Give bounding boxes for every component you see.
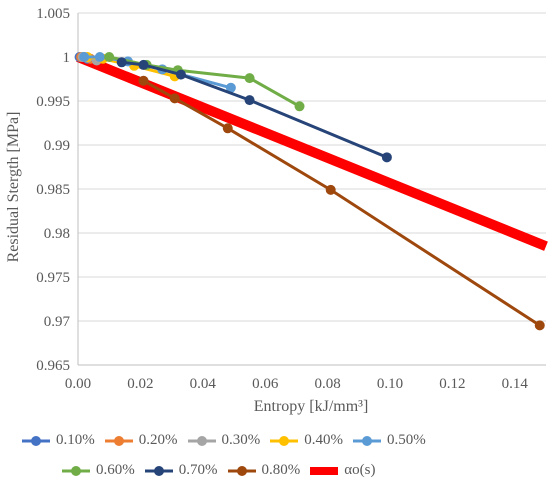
legend-item: 0.50% bbox=[353, 432, 426, 449]
y-tick-label: 0.97 bbox=[44, 314, 71, 330]
data-point bbox=[138, 75, 149, 86]
legend-row: 0.10% 0.20% 0.30% 0.40% 0.50% bbox=[22, 432, 436, 449]
data-point bbox=[104, 52, 115, 62]
legend-label: αo(s) bbox=[344, 462, 376, 478]
x-tick-label: 0.08 bbox=[314, 376, 340, 392]
legend-swatch bbox=[227, 465, 256, 476]
legend-marker bbox=[196, 435, 207, 446]
x-tick-label: 0.14 bbox=[502, 376, 529, 392]
y-tick-label: 0.975 bbox=[36, 270, 70, 286]
legend-marker bbox=[279, 435, 290, 446]
legend-marker bbox=[113, 435, 124, 446]
series-0-70 bbox=[116, 57, 392, 163]
series-line bbox=[76, 52, 548, 251]
legend-label: 0.80% bbox=[261, 462, 301, 478]
legend-item: 0.30% bbox=[187, 432, 261, 449]
x-tick-label: 0.04 bbox=[190, 376, 217, 392]
y-tick-label: 0.965 bbox=[36, 358, 70, 374]
data-point bbox=[138, 59, 149, 70]
legend-label: 0.30% bbox=[221, 432, 261, 448]
legend-label: 0.50% bbox=[387, 432, 426, 448]
legend-label: 0.20% bbox=[138, 432, 178, 448]
legend-item: αo(s) bbox=[310, 462, 375, 479]
data-point bbox=[381, 152, 392, 163]
legend-marker bbox=[362, 435, 372, 446]
data-point bbox=[294, 101, 305, 112]
legend-item: 0.80% bbox=[227, 462, 301, 479]
data-point bbox=[225, 82, 236, 93]
y-tick-labels: 0.965 0.97 0.975 0.98 0.985 0.99 0.995 1 1.005 bbox=[36, 6, 70, 374]
legend-item: 0.20% bbox=[104, 432, 178, 449]
legend-swatch bbox=[187, 435, 216, 446]
series-line bbox=[142, 79, 541, 327]
y-tick-label: 0.99 bbox=[44, 138, 70, 154]
legend-marker bbox=[236, 465, 247, 476]
legend-marker bbox=[153, 465, 164, 476]
data-point bbox=[116, 57, 127, 68]
y-tick-label: 1.005 bbox=[36, 6, 70, 22]
data-point bbox=[79, 52, 90, 62]
legend-label: 0.70% bbox=[178, 462, 218, 478]
legend-label: 0.10% bbox=[56, 432, 95, 448]
x-tick-labels: 0.00 0.02 0.04 0.06 0.08 0.10 0.12 0.14 bbox=[65, 376, 529, 392]
legend-row: 0.60% 0.70% 0.80% αo(s) bbox=[62, 462, 385, 479]
series-0-80 bbox=[138, 75, 545, 331]
legend-label: 0.40% bbox=[304, 432, 343, 448]
x-axis-title: Entropy [kJ/mm³] bbox=[254, 398, 369, 415]
legend-item: 0.10% bbox=[22, 432, 95, 449]
x-tick-label: 0.12 bbox=[439, 376, 465, 392]
x-tick-label: 0.06 bbox=[252, 376, 279, 392]
series-o-s bbox=[76, 52, 548, 251]
x-tick-label: 0.10 bbox=[377, 376, 403, 392]
data-point bbox=[244, 73, 255, 84]
y-tick-label: 0.98 bbox=[44, 226, 70, 242]
y-tick-label: 0.995 bbox=[36, 94, 70, 110]
y-axis-title: Residual Stergth [MPa] bbox=[5, 112, 22, 263]
legend-label: 0.60% bbox=[96, 462, 135, 478]
y-tick-label: 1 bbox=[63, 50, 71, 66]
legend-swatch bbox=[310, 466, 339, 475]
x-tick-label: 0.02 bbox=[127, 376, 153, 392]
axes bbox=[77, 13, 546, 366]
data-point bbox=[222, 123, 233, 134]
legend-marker bbox=[31, 435, 41, 446]
chart-area: 0.965 0.97 0.975 0.98 0.985 0.99 0.995 1 1.005 0… bbox=[5, 6, 548, 415]
data-point bbox=[325, 184, 336, 195]
y-tick-label: 0.985 bbox=[36, 182, 70, 198]
legend-swatch bbox=[62, 465, 90, 476]
gridlines bbox=[78, 12, 546, 366]
data-point bbox=[244, 95, 255, 106]
legend-item: 0.60% bbox=[62, 462, 135, 479]
legend-swatch bbox=[270, 435, 299, 446]
data-point bbox=[175, 69, 186, 80]
plot-series bbox=[74, 52, 548, 331]
legend-marker bbox=[71, 465, 81, 476]
legend-swatch bbox=[22, 435, 50, 446]
data-point bbox=[94, 52, 105, 62]
x-tick-label: 0.00 bbox=[65, 376, 91, 392]
data-point bbox=[169, 93, 180, 104]
legend: 0.10% 0.20% 0.30% 0.40% 0.50% 0.60% 0.70% 0.80… bbox=[22, 432, 532, 494]
legend-swatch bbox=[353, 435, 381, 446]
legend-swatch bbox=[104, 435, 133, 446]
legend-swatch bbox=[144, 465, 173, 476]
data-point bbox=[534, 320, 545, 331]
legend-item: 0.70% bbox=[144, 462, 218, 479]
legend-item: 0.40% bbox=[270, 432, 343, 449]
